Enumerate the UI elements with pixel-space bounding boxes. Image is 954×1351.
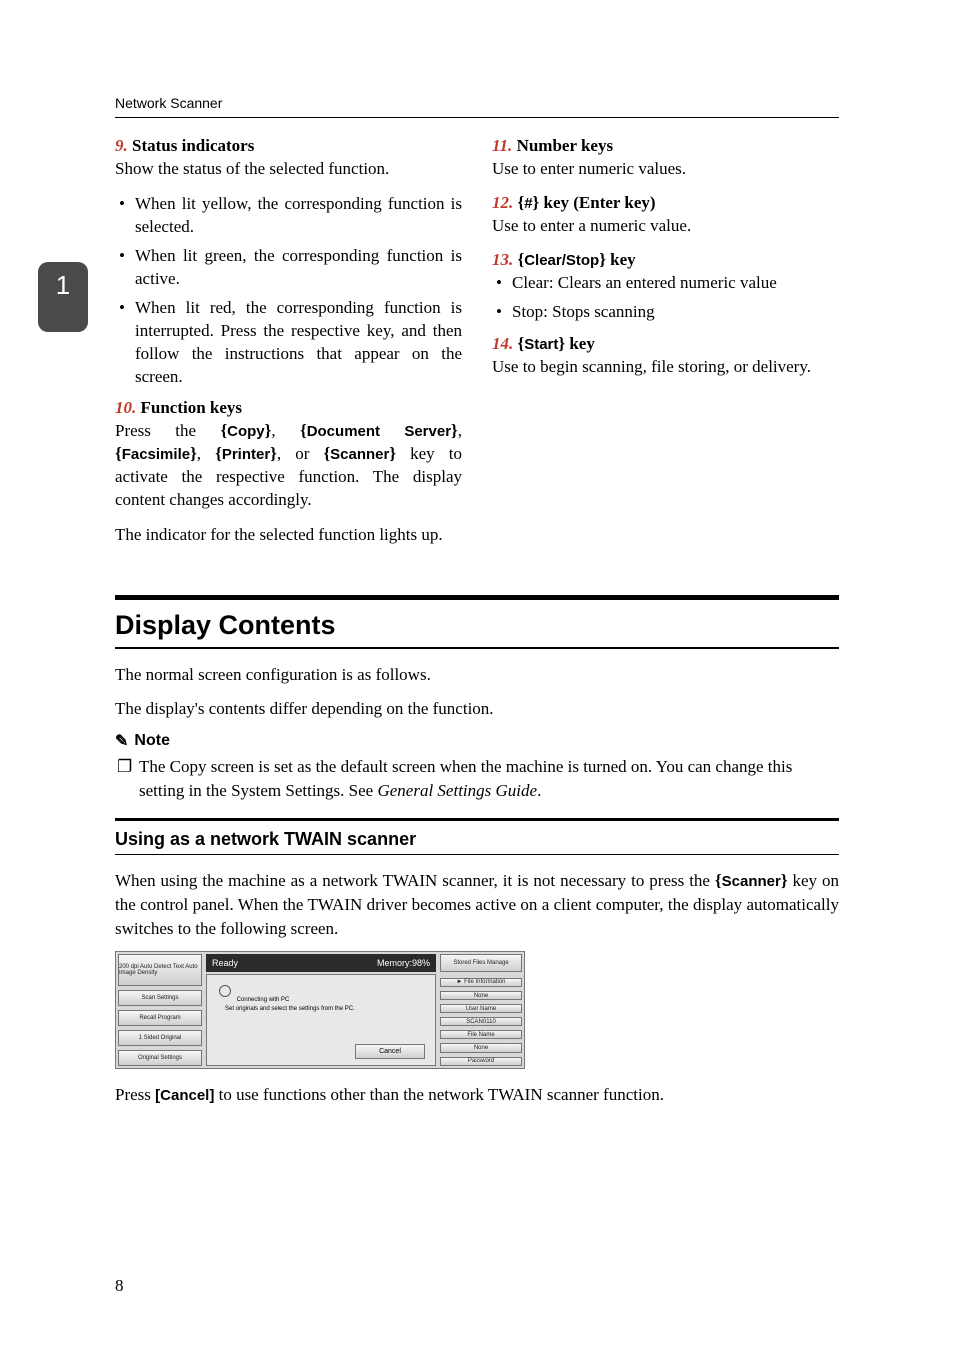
note-label: Note (134, 732, 170, 750)
list-item: When lit green, the corresponding functi… (115, 245, 462, 291)
left-column: 9. Status indicators Show the status of … (115, 136, 462, 559)
twain-p1: When using the machine as a network TWAI… (115, 869, 839, 940)
text: When using the machine as a network TWAI… (115, 871, 715, 890)
item-12-number: 12. (492, 193, 513, 212)
fig-center: Ready Memory:98% Connecting with PC Set … (204, 952, 438, 1068)
item-11-number: 11. (492, 136, 512, 155)
text: Connecting with PC (237, 997, 290, 1003)
fig-btn: Original Settings (118, 1050, 202, 1066)
start-key-label: Start (524, 336, 558, 353)
item-10-title: Function keys (141, 398, 243, 417)
fig-btn: ► File Information (440, 978, 522, 987)
fig-btn: Scan Settings (118, 990, 202, 1006)
list-item: When lit red, the corresponding function… (115, 297, 462, 389)
item-12-heading: 12. {#} key (Enter key) (492, 193, 839, 213)
fig-cancel-button: Cancel (355, 1044, 425, 1059)
text: Press (115, 1085, 155, 1104)
item-13-bullets: Clear: Clears an entered numeric value S… (492, 272, 839, 324)
item-14-suffix: key (569, 334, 595, 353)
list-item: Stop: Stops scanning (492, 301, 839, 324)
item-10-p2: The indicator for the selected function … (115, 524, 462, 547)
note-body: The Copy screen is set as the default sc… (115, 755, 839, 803)
twain-screenshot-figure: 200 dpi Auto Detect Text Auto Image Dens… (115, 951, 525, 1069)
hash-key-label: # (524, 195, 532, 212)
item-14-body: Use to begin scanning, file storing, or … (492, 356, 839, 379)
item-11-heading: 11. Number keys (492, 136, 839, 156)
h3-bottom-rule (115, 854, 839, 855)
fig-main: Connecting with PC Set originals and sel… (206, 974, 436, 1066)
twain-title: Using as a network TWAIN scanner (115, 829, 839, 850)
text: . (537, 781, 541, 800)
fig-btn: Recall Program (118, 1010, 202, 1026)
display-contents-line2: The display's contents differ depending … (115, 697, 839, 721)
item-10-number: 10. (115, 398, 136, 417)
fig-btn: None (440, 1043, 522, 1052)
item-13-suffix: key (610, 250, 636, 269)
power-icon (219, 985, 231, 997)
clear-stop-key-label: Clear/Stop (524, 252, 599, 269)
note-heading: ✎ Note (115, 731, 839, 751)
fig-main-text: Connecting with PC Set originals and sel… (215, 981, 427, 1015)
item-12-body: Use to enter a numeric value. (492, 215, 839, 238)
copy-key-label: Copy (227, 423, 265, 440)
item-9-title: Status indicators (132, 136, 254, 155)
twain-p2: Press [Cancel] to use functions other th… (115, 1083, 839, 1107)
printer-key-label: Printer (222, 446, 270, 463)
h2-top-rule (115, 595, 839, 600)
item-13-heading: 13. {Clear/Stop} key (492, 250, 839, 270)
general-settings-guide-ref: General Settings Guide (377, 781, 537, 800)
item-13-number: 13. (492, 250, 513, 269)
item-9-bullets: When lit yellow, the corresponding funct… (115, 193, 462, 389)
screenshot-panel: 200 dpi Auto Detect Text Auto Image Dens… (115, 951, 525, 1069)
note-icon: ✎ (115, 731, 128, 751)
text: Press the (115, 421, 220, 440)
fig-memory: Memory:98% (377, 958, 430, 968)
fig-right-buttons: Stored Files Manage ► File Information N… (438, 952, 524, 1068)
scanner-key-label: Scanner (722, 873, 781, 890)
right-column: 11. Number keys Use to enter numeric val… (492, 136, 839, 559)
fig-titlebar: Ready Memory:98% (206, 954, 436, 972)
fig-btn: File Name (440, 1030, 522, 1039)
fig-btn: SCAN0110 (440, 1017, 522, 1026)
header-divider (115, 117, 839, 118)
item-10-p1: Press the {Copy}, {Document Server}, {Fa… (115, 420, 462, 512)
display-contents-title: Display Contents (115, 610, 839, 641)
fig-btn: User Name (440, 1004, 522, 1013)
item-14-heading: 14. {Start} key (492, 334, 839, 354)
fig-btn: Stored Files Manage (440, 954, 522, 972)
h2-bottom-rule (115, 647, 839, 649)
doc-server-key-label: Document Server (307, 423, 451, 440)
chapter-number: 1 (56, 270, 70, 301)
chapter-tab: 1 (38, 262, 88, 332)
page-running-header: Network Scanner (115, 95, 839, 111)
scanner-key-label: Scanner (330, 446, 389, 463)
display-contents-line1: The normal screen configuration is as fo… (115, 663, 839, 687)
list-item: When lit yellow, the corresponding funct… (115, 193, 462, 239)
cancel-button-ref: [Cancel] (155, 1087, 214, 1104)
display-contents-section: Display Contents (115, 595, 839, 649)
text: Set originals and select the settings fr… (225, 1006, 355, 1012)
facsimile-key-label: Facsimile (122, 446, 190, 463)
text: to use functions other than the network … (214, 1085, 664, 1104)
fig-btn: Password (440, 1057, 522, 1066)
h3-top-rule (115, 818, 839, 821)
list-item: Clear: Clears an entered numeric value (492, 272, 839, 295)
fig-btn: 200 dpi Auto Detect Text Auto Image Dens… (118, 954, 202, 986)
fig-btn: None (440, 991, 522, 1000)
function-keys-columns: 9. Status indicators Show the status of … (115, 136, 839, 559)
fig-left-buttons: 200 dpi Auto Detect Text Auto Image Dens… (116, 952, 204, 1068)
item-14-number: 14. (492, 334, 513, 353)
item-12-suffix: key (Enter key) (544, 193, 656, 212)
item-11-body: Use to enter numeric values. (492, 158, 839, 181)
item-9-heading: 9. Status indicators (115, 136, 462, 156)
fig-status-ready: Ready (212, 958, 238, 968)
item-9-lead: Show the status of the selected function… (115, 158, 462, 181)
item-11-title: Number keys (517, 136, 614, 155)
page-number: 8 (115, 1276, 124, 1296)
fig-btn: 1 Sided Original (118, 1030, 202, 1046)
item-9-number: 9. (115, 136, 128, 155)
item-10-heading: 10. Function keys (115, 398, 462, 418)
